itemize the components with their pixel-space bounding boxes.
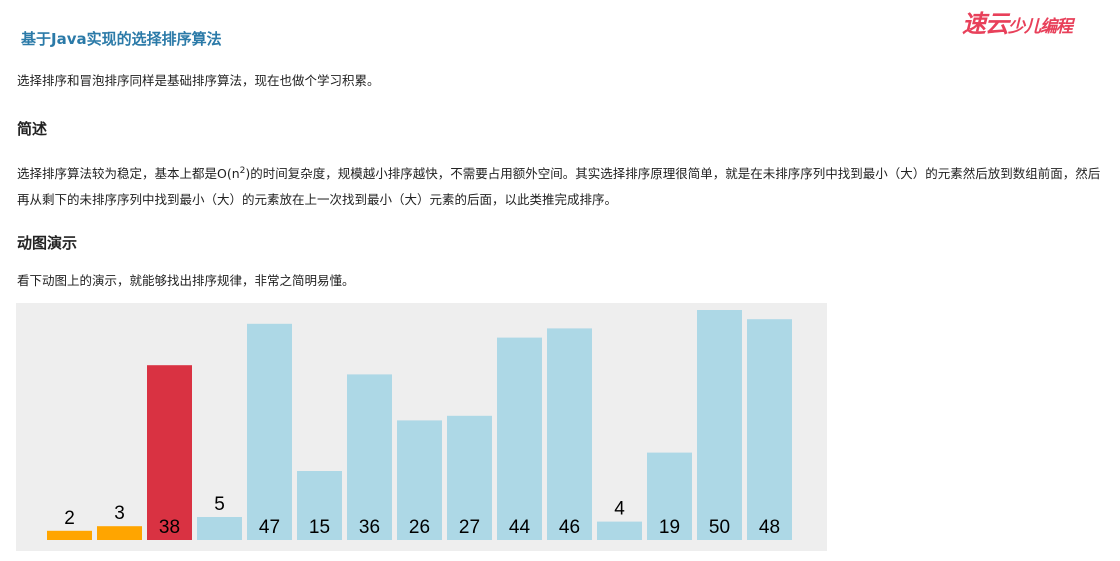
text: 选择排序算法较为稳定，基本上都是O(n <box>17 166 240 182</box>
bar-label: 15 <box>309 517 330 538</box>
section-heading-overview: 简述 <box>17 120 48 138</box>
section-heading-animation: 动图演示 <box>17 234 78 252</box>
bar-label: 26 <box>409 517 430 538</box>
bar-label: 3 <box>114 503 125 524</box>
bar-19 <box>647 452 692 540</box>
bar-label: 19 <box>659 517 680 538</box>
bar-label: 4 <box>614 499 625 520</box>
overview-paragraph: 选择排序算法较为稳定，基本上都是O(n2)的时间复杂度，规模越小排序越快，不需要… <box>17 158 1107 213</box>
bar-label: 46 <box>559 517 580 538</box>
bar-label: 47 <box>259 517 280 538</box>
bar-44 <box>497 337 542 540</box>
bar-label: 5 <box>214 494 225 515</box>
bar-46 <box>547 328 592 540</box>
intro-paragraph: 选择排序和冒泡排序同样是基础排序算法，现在也做个学习积累。 <box>17 73 380 88</box>
bar-48 <box>747 319 792 540</box>
bar-label: 44 <box>509 517 531 538</box>
bar-label: 38 <box>159 517 180 538</box>
bar-36 <box>347 374 392 540</box>
bar-label: 36 <box>359 517 380 538</box>
bar-5 <box>197 517 242 540</box>
text: )的时间复杂度，规模越小排序越快，不需要占用额外空间。其实选择排序原理很简单，就… <box>17 166 1101 208</box>
selection-sort-bar-chart: 2 3 38 5 47 15 36 26 27 44 46 4 19 50 48 <box>16 303 827 551</box>
bar-label: 27 <box>459 517 480 538</box>
bar-50 <box>697 310 742 540</box>
bar-label: 2 <box>64 508 75 529</box>
bar-15 <box>297 471 342 540</box>
bar-38 <box>147 365 192 540</box>
bar-label: 48 <box>759 517 780 538</box>
superscript: 2 <box>239 166 246 176</box>
article-title: 基于Java实现的选择排序算法 <box>21 30 222 48</box>
bar-47 <box>247 323 292 540</box>
brand-logo: 速云少儿编程 <box>962 9 1073 38</box>
bar-2 <box>47 530 92 540</box>
bar-label: 50 <box>709 517 730 538</box>
bar-3 <box>97 526 142 540</box>
bar-26 <box>397 420 442 540</box>
bar-27 <box>447 415 492 540</box>
bar-4 <box>597 521 642 540</box>
animation-paragraph: 看下动图上的演示，就能够找出排序规律，非常之简明易懂。 <box>17 273 355 288</box>
